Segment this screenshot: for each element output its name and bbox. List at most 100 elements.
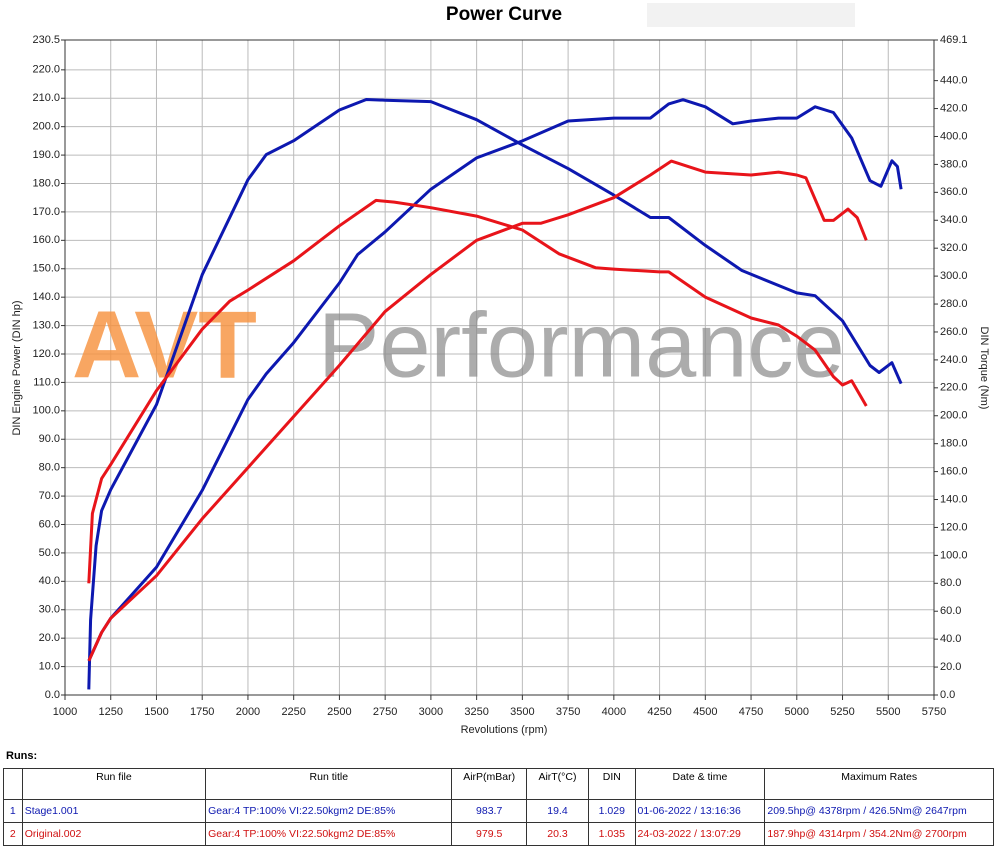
y-tick-label: 160.0 bbox=[32, 234, 60, 246]
table-cell: 1.029 bbox=[588, 799, 636, 823]
table-cell: 1 bbox=[3, 799, 23, 823]
header-cell: AirP(mBar) bbox=[451, 768, 527, 800]
chart-title: Power Curve bbox=[446, 4, 562, 25]
x-tick-label: 3750 bbox=[556, 706, 580, 718]
y2-tick-label: 160.0 bbox=[940, 465, 968, 477]
y-tick-label: 140.0 bbox=[32, 291, 60, 303]
header-box bbox=[647, 3, 855, 27]
y2-tick-label: 100.0 bbox=[940, 549, 968, 561]
y2-tick-label: 420.0 bbox=[940, 102, 968, 114]
curve bbox=[87, 159, 868, 662]
y-tick-label: 180.0 bbox=[32, 177, 60, 189]
table-cell: Gear:4 TP:100% VI:22.50kgm2 DE:85% bbox=[205, 799, 453, 823]
y2-tick-label: 400.0 bbox=[940, 130, 968, 142]
table-cell: 2 bbox=[3, 822, 23, 846]
y-tick-label: 210.0 bbox=[32, 92, 60, 104]
y-axis-label: DIN Engine Power (DIN hp) bbox=[11, 300, 23, 435]
y2-tick-label: 80.0 bbox=[940, 577, 961, 589]
y-tick-label: 100.0 bbox=[32, 405, 60, 417]
table-cell: 24-03-2022 / 13:07:29 bbox=[634, 822, 766, 846]
y2-tick-label: 360.0 bbox=[940, 186, 968, 198]
y2-tick-label: 320.0 bbox=[940, 242, 968, 254]
y2-tick-label: 60.0 bbox=[940, 605, 961, 617]
runs-caption: Runs: bbox=[6, 750, 38, 762]
x-tick-label: 2000 bbox=[236, 706, 260, 718]
y-tick-label: 80.0 bbox=[39, 462, 60, 474]
y2-tick-label: 380.0 bbox=[940, 158, 968, 170]
y2-tick-label: 260.0 bbox=[940, 326, 968, 338]
y-tick-label: 40.0 bbox=[39, 575, 60, 587]
y2-tick-label: 140.0 bbox=[940, 493, 968, 505]
table-row: 1 Stage1.001 Gear:4 TP:100% VI:22.50kgm2 D… bbox=[3, 799, 994, 823]
x-tick-label: 5000 bbox=[785, 706, 809, 718]
x-tick-label: 4250 bbox=[647, 706, 671, 718]
x-tick-label: 2750 bbox=[373, 706, 397, 718]
header-cell: DIN bbox=[588, 768, 636, 800]
curve bbox=[87, 98, 903, 690]
header-cell: Maximum Rates bbox=[764, 768, 994, 800]
y-tick-label: 230.5 bbox=[32, 34, 60, 46]
x-tick-label: 3500 bbox=[510, 706, 534, 718]
table-row: 2 Original.002 Gear:4 TP:100% VI:22.50kgm2… bbox=[3, 822, 994, 846]
x-tick-label: 3250 bbox=[464, 706, 488, 718]
y2-tick-label: 200.0 bbox=[940, 410, 968, 422]
y2-tick-label: 180.0 bbox=[940, 438, 968, 450]
x-axis-label: Revolutions (rpm) bbox=[461, 724, 548, 736]
header-cell: Run file bbox=[21, 768, 207, 800]
chart: Power Curve AVT Performance Revolutions … bbox=[11, 3, 990, 736]
y2-tick-label: 440.0 bbox=[940, 75, 968, 87]
table-cell: 209.5hp@ 4378rpm / 426.5Nm@ 2647rpm bbox=[764, 799, 994, 823]
x-tick-label: 2500 bbox=[327, 706, 351, 718]
x-tick-label: 5250 bbox=[830, 706, 854, 718]
runs-table: Run file Run title AirP(mBar) AirT(°C) DIN Da… bbox=[3, 768, 994, 846]
y-tick-label: 130.0 bbox=[32, 319, 60, 331]
x-tick-label: 5500 bbox=[876, 706, 900, 718]
header-cell: Date & time bbox=[634, 768, 766, 800]
y2-tick-label: 40.0 bbox=[940, 633, 961, 645]
y-tick-label: 170.0 bbox=[32, 206, 60, 218]
y2-tick-label: 0.0 bbox=[940, 689, 955, 701]
x-tick-label: 4750 bbox=[739, 706, 763, 718]
y-tick-label: 200.0 bbox=[32, 121, 60, 133]
y2-tick-label: 340.0 bbox=[940, 214, 968, 226]
y-tick-label: 90.0 bbox=[39, 433, 60, 445]
y2-tick-label: 280.0 bbox=[940, 298, 968, 310]
watermark: Performance bbox=[318, 294, 845, 396]
x-tick-label: 1500 bbox=[144, 706, 168, 718]
curve bbox=[87, 98, 903, 662]
y-tick-label: 0.0 bbox=[45, 689, 60, 701]
y-tick-label: 120.0 bbox=[32, 348, 60, 360]
y-tick-label: 50.0 bbox=[39, 547, 60, 559]
table-cell: 187.9hp@ 4314rpm / 354.2Nm@ 2700rpm bbox=[764, 822, 994, 846]
header-cell: AirT(°C) bbox=[525, 768, 590, 800]
x-tick-label: 1000 bbox=[53, 706, 77, 718]
y-tick-label: 30.0 bbox=[39, 604, 60, 616]
table-cell: 979.5 bbox=[451, 822, 527, 846]
x-tick-label: 5750 bbox=[922, 706, 946, 718]
x-tick-label: 1250 bbox=[98, 706, 122, 718]
x-tick-label: 3000 bbox=[419, 706, 443, 718]
x-tick-label: 2250 bbox=[281, 706, 305, 718]
y-tick-label: 110.0 bbox=[33, 376, 60, 388]
plot-frame bbox=[64, 39, 935, 696]
header-cell bbox=[3, 768, 23, 800]
y-tick-label: 20.0 bbox=[39, 632, 60, 644]
y-tick-label: 60.0 bbox=[39, 518, 60, 530]
table-cell: Gear:4 TP:100% VI:22.50kgm2 DE:85% bbox=[205, 822, 453, 846]
y2-tick-label: 240.0 bbox=[940, 354, 968, 366]
x-tick-label: 4000 bbox=[602, 706, 626, 718]
table-cell: Stage1.001 bbox=[21, 799, 207, 823]
y-tick-label: 70.0 bbox=[39, 490, 60, 502]
y-tick-label: 150.0 bbox=[32, 263, 60, 275]
table-cell: 01-06-2022 / 13:16:36 bbox=[634, 799, 766, 823]
y-tick-label: 190.0 bbox=[32, 149, 60, 161]
x-tick-label: 1750 bbox=[190, 706, 214, 718]
table-cell: 20.3 bbox=[525, 822, 590, 846]
curve bbox=[87, 198, 868, 584]
table-cell: Original.002 bbox=[21, 822, 207, 846]
table-cell: 19.4 bbox=[525, 799, 590, 823]
header-cell: Run title bbox=[205, 768, 453, 800]
y2-tick-label: 120.0 bbox=[940, 521, 968, 533]
y-tick-label: 10.0 bbox=[39, 660, 60, 672]
